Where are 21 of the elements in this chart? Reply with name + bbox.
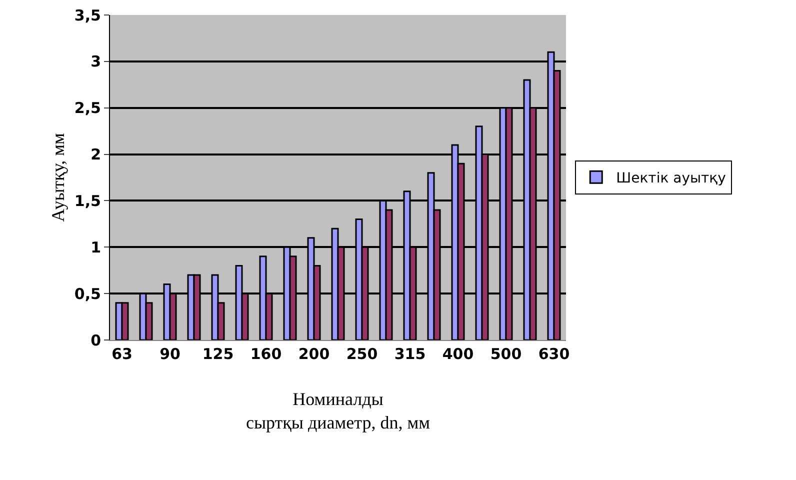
x-tick-label: 160 [250, 345, 282, 363]
x-tick-label: 630 [538, 345, 570, 363]
y-axis-title: Ауытқу, мм [48, 133, 68, 222]
y-tick-label: 1 [90, 238, 101, 256]
x-tick-label: 125 [202, 345, 234, 363]
x-tick-label: 90 [160, 345, 180, 363]
x-tick-label: 315 [394, 345, 426, 363]
y-tick-label: 2,5 [74, 99, 101, 118]
x-tick-label: 500 [490, 345, 522, 363]
y-tick-label: 1,5 [74, 192, 101, 210]
y-tick-label: 2 [90, 146, 101, 164]
y-tick-label: 3,5 [74, 6, 101, 24]
legend-label: Шектік ауытқу [616, 170, 726, 187]
x-tick-label: 63 [112, 345, 132, 363]
x-tick-label: 400 [442, 345, 474, 363]
x-axis-title: Номиналды сыртқы диаметр, dn, мм [246, 389, 430, 432]
x-tick-label: 200 [298, 345, 330, 363]
x-tick-label: 250 [346, 345, 378, 363]
y-tick-label: 0,5 [74, 284, 101, 303]
y-tick-label: 3 [90, 52, 101, 71]
y-tick-label: 0 [90, 331, 101, 350]
